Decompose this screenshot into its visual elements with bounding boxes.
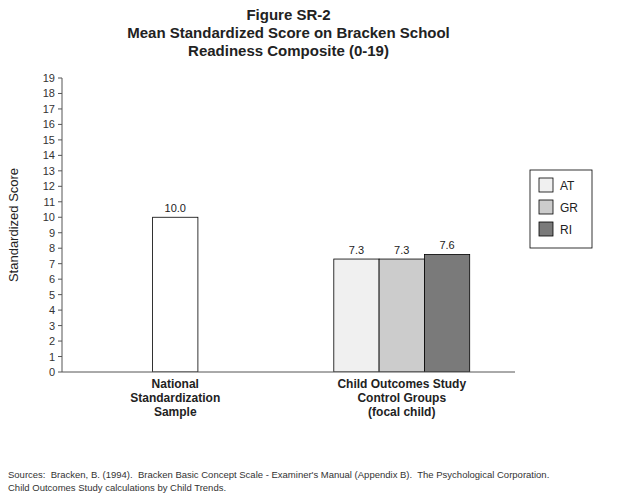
tick-label: 19 [43,72,55,84]
legend-label: GR [560,201,578,215]
tick-label: 18 [43,87,55,99]
tick-label: 13 [43,165,55,177]
tick-label: 14 [43,149,55,161]
tick-mark [58,356,62,357]
tick-label: 17 [43,103,55,115]
data-label: 10.0 [165,202,186,214]
tick-label: 11 [44,196,55,208]
y-axis-label: Standardized Score [6,168,21,282]
tick-label: 2 [49,335,55,347]
tick-label: 5 [49,289,55,301]
tick-label: 6 [49,273,55,285]
tick-label: 16 [43,118,55,130]
legend-label: RI [560,223,572,237]
category-label: NationalStandardizationSample [130,377,220,419]
tick-label: 8 [49,242,55,254]
tick-label: 10 [43,211,55,223]
tick-mark [58,170,62,171]
tick-label: 9 [49,227,55,239]
chart: Figure SR-2Mean Standardized Score on Br… [0,0,642,500]
data-labels: 10.0 7.3 7.3 7.6 [165,202,455,256]
footnote: Child Outcomes Study calculations by Chi… [8,482,226,493]
category-label: Child Outcomes StudyControl Groups(focal… [337,377,466,419]
tick-label: 12 [43,180,55,192]
category-label-line: National [152,377,199,391]
category-label-line: (focal child) [368,405,435,419]
category-label-line: Standardization [130,391,220,405]
tick-mark [58,310,62,311]
tick-mark [58,78,62,79]
bars [153,217,470,372]
tick-mark [58,372,62,373]
tick-mark [58,217,62,218]
tick-label: 1 [49,351,55,363]
tick-mark [58,279,62,280]
category-label-line: Child Outcomes Study [337,377,466,391]
tick-mark [58,325,62,326]
legend: AT GR RI [530,170,592,248]
tick-label: 7 [49,258,55,270]
title: Mean Standardized Score on Bracken Schoo… [127,24,450,41]
legend-swatch [539,200,553,214]
tick-label: 3 [49,320,55,332]
legend-swatch [539,178,553,192]
title: Readiness Composite (0-19) [188,42,389,59]
background [0,0,642,500]
tick-mark [58,201,62,202]
tick-mark [58,155,62,156]
bar [153,217,198,372]
bar [379,259,424,372]
tick-label: 0 [49,366,55,378]
tick-mark [58,108,62,109]
tick-mark [58,341,62,342]
category-label-line: Sample [154,405,197,419]
y-axis-line [62,78,63,372]
title: Figure SR-2 [246,6,330,23]
tick-mark [58,232,62,233]
bar [334,259,379,372]
tick-mark [58,294,62,295]
tick-mark [58,93,62,94]
tick-label: 15 [43,134,55,146]
footnote: Sources: Bracken, B. (1994). Bracken Bas… [8,469,549,480]
y-axis: 012345678910111213141516171819 [43,72,62,378]
tick-mark [58,248,62,249]
tick-label: 4 [49,304,55,316]
data-label: 7.6 [439,239,454,251]
legend-swatch [539,222,553,236]
tick-mark [58,186,62,187]
legend-frame [530,170,592,248]
data-label: 7.3 [349,244,364,256]
category-label-line: Control Groups [357,391,446,405]
tick-mark [58,124,62,125]
legend-label: AT [560,179,575,193]
bar [424,254,469,372]
x-axis-line [62,372,515,373]
tick-mark [58,139,62,140]
data-label: 7.3 [394,244,409,256]
tick-mark [58,263,62,264]
